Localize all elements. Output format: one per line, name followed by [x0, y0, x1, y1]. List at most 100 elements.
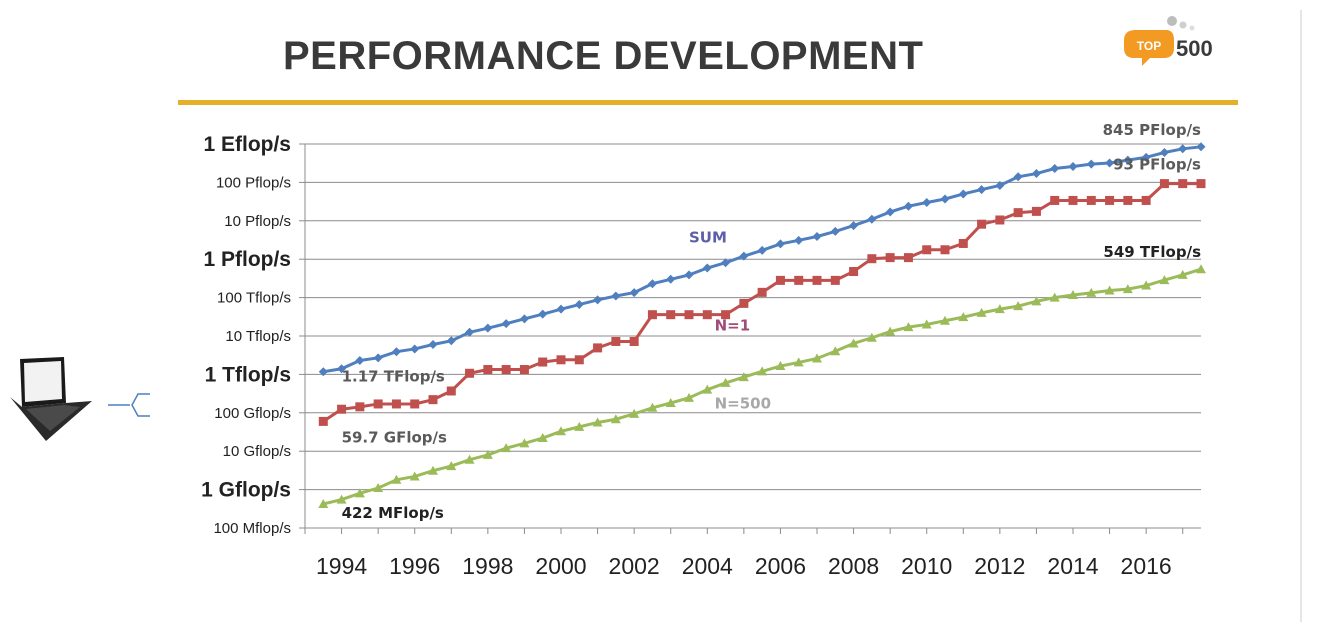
data-point [465, 327, 475, 337]
data-point [647, 279, 657, 289]
data-point [373, 483, 384, 493]
data-point [409, 471, 420, 481]
data-point [775, 361, 786, 371]
data-point [1122, 284, 1133, 294]
y-tick-label: 100 Pflop/s [216, 174, 291, 191]
annotation-label: 549 TFlop/s [1103, 243, 1201, 261]
data-point [1013, 301, 1024, 311]
data-point [373, 353, 383, 363]
series-line [322, 182, 1201, 423]
data-point [446, 461, 457, 471]
x-tick-label: 1996 [389, 553, 440, 579]
annotation-label: 59.7 GFlop/s [342, 428, 447, 446]
data-point [1141, 152, 1151, 162]
logo-dot-medium [1179, 21, 1187, 29]
data-point [757, 245, 767, 255]
annotation-label: SUM [689, 229, 727, 247]
chart-axes: 100 Mflop/s 1 Gflop/s 10 Gflop/s 100 Gflop/… [201, 133, 1201, 579]
data-point [1159, 275, 1170, 285]
data-point [1105, 195, 1115, 205]
data-point [849, 267, 859, 277]
data-point [519, 314, 529, 324]
data-point [1013, 172, 1023, 182]
data-point [464, 454, 475, 464]
data-point [428, 465, 438, 475]
data-point [501, 443, 512, 453]
data-point [519, 365, 529, 375]
data-point [720, 377, 731, 387]
annotation-label: 1.17 TFlop/s [342, 368, 445, 386]
data-point [903, 253, 913, 263]
data-point [610, 414, 621, 424]
data-point [556, 304, 566, 314]
data-point [574, 355, 584, 365]
data-point [921, 319, 932, 329]
data-point [592, 417, 603, 427]
data-point [1159, 148, 1169, 158]
data-point [391, 347, 401, 357]
data-point [593, 343, 603, 353]
data-point [812, 275, 822, 285]
series-n-500 [318, 264, 1206, 508]
data-point [812, 232, 822, 242]
data-point [391, 399, 401, 409]
data-point [940, 245, 950, 255]
data-point [1050, 195, 1060, 205]
data-point [647, 310, 657, 320]
data-point [410, 344, 420, 354]
data-point [1013, 208, 1023, 218]
data-point [1196, 264, 1206, 274]
data-point [867, 254, 877, 264]
data-point [318, 367, 328, 377]
y-tick-label: 1 Pflop/s [203, 248, 291, 271]
data-point [794, 235, 804, 245]
data-point [1177, 269, 1188, 279]
data-point [940, 194, 950, 204]
data-point [995, 215, 1005, 225]
data-point [885, 253, 895, 263]
data-point [848, 338, 859, 348]
data-point [885, 207, 895, 217]
logo-dot-small [1189, 25, 1195, 31]
connector-path [108, 393, 150, 417]
data-point [1031, 169, 1041, 179]
y-tick-label: 10 Gflop/s [223, 443, 291, 460]
data-point [721, 258, 731, 268]
data-point [647, 402, 658, 412]
data-point [1141, 280, 1152, 290]
data-point [666, 310, 676, 320]
data-point [337, 364, 347, 374]
data-point [483, 323, 493, 333]
data-point [922, 245, 932, 255]
data-point [337, 404, 347, 414]
data-point [574, 421, 585, 431]
series-n-1 [318, 179, 1206, 426]
y-tick-label: 100 Tflop/s [217, 290, 291, 307]
top500-logo: TOP 500 [1124, 16, 1213, 66]
data-point [354, 488, 365, 498]
data-point [538, 309, 548, 319]
data-point [794, 275, 804, 285]
data-point [1141, 195, 1151, 205]
y-tick-label: 10 Tflop/s [225, 328, 291, 345]
data-point [336, 494, 347, 504]
annotation-label: 93 PFlop/s [1113, 156, 1201, 174]
data-point [501, 319, 511, 329]
data-point [739, 298, 749, 308]
data-point [556, 426, 566, 436]
data-point [446, 386, 456, 396]
data-point [537, 433, 548, 443]
data-point [611, 291, 621, 301]
data-point [556, 355, 566, 365]
data-point [355, 356, 365, 366]
x-tick-label: 2016 [1121, 553, 1172, 579]
logo-orange-bubble [1124, 30, 1174, 66]
data-point [830, 226, 840, 236]
data-point [702, 384, 713, 394]
data-point [1068, 289, 1078, 299]
data-point [1105, 158, 1115, 168]
data-point [483, 365, 493, 375]
annotation-label: N=1 [715, 316, 751, 334]
data-point [355, 402, 365, 412]
data-point [538, 357, 548, 367]
